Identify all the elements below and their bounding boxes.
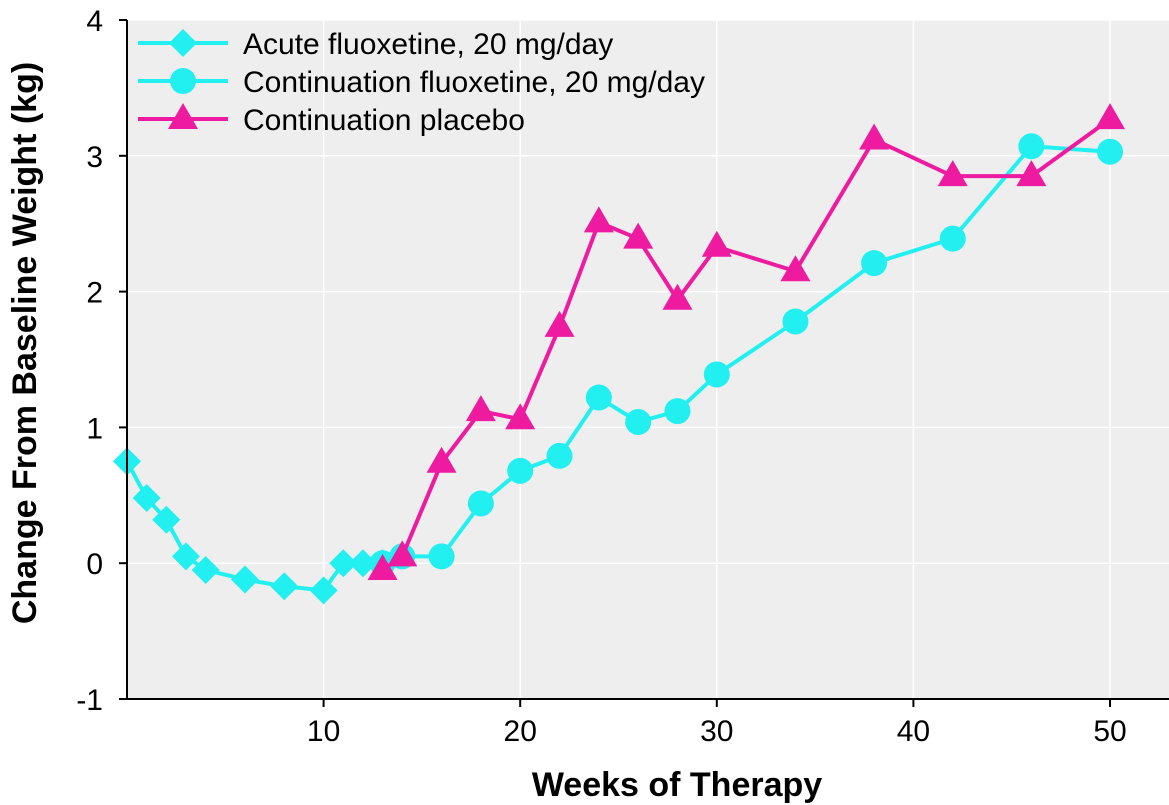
x-tick-label: 50 bbox=[1093, 715, 1126, 748]
data-point bbox=[859, 123, 890, 150]
data-point bbox=[625, 408, 652, 435]
data-point bbox=[780, 255, 811, 282]
data-point bbox=[132, 484, 161, 513]
data-point bbox=[230, 565, 259, 594]
y-tick-label: 4 bbox=[86, 5, 103, 38]
series-layer bbox=[113, 103, 1126, 605]
x-tick-label: 10 bbox=[307, 715, 340, 748]
data-point bbox=[171, 542, 200, 571]
x-axis-title: Weeks of Therapy bbox=[532, 766, 822, 804]
data-point bbox=[861, 250, 888, 277]
data-point bbox=[270, 572, 299, 601]
y-tick-label: 2 bbox=[86, 277, 103, 310]
tick-layer: 10 20 30 40 50 -1 0 1 2 3 4 bbox=[76, 5, 1126, 748]
data-point bbox=[505, 403, 536, 430]
data-point bbox=[348, 549, 377, 578]
data-point bbox=[1095, 103, 1126, 130]
data-point bbox=[387, 540, 418, 567]
data-point bbox=[664, 398, 691, 425]
data-point bbox=[937, 160, 968, 187]
data-point bbox=[1016, 160, 1047, 187]
legend-marker bbox=[170, 68, 196, 94]
legend-item: Acute fluoxetine, 20 mg/day bbox=[138, 28, 613, 61]
data-point bbox=[467, 490, 494, 517]
legend-label: Continuation fluoxetine, 20 mg/day bbox=[243, 66, 705, 99]
data-point bbox=[585, 384, 612, 411]
legend-label: Acute fluoxetine, 20 mg/day bbox=[243, 28, 613, 61]
data-point bbox=[544, 310, 575, 337]
plot-area bbox=[127, 20, 1169, 699]
data-point bbox=[583, 206, 614, 233]
y-tick-label: 3 bbox=[86, 141, 103, 174]
data-point bbox=[465, 395, 496, 422]
data-point bbox=[367, 553, 398, 580]
y-axis-title: Change From Baseline Weight (kg) bbox=[6, 62, 44, 624]
data-point bbox=[191, 555, 220, 584]
x-tick-label: 20 bbox=[504, 715, 537, 748]
data-point bbox=[329, 549, 358, 578]
series-circle bbox=[369, 133, 1124, 577]
data-point bbox=[152, 505, 181, 534]
data-point bbox=[939, 225, 966, 252]
legend-marker bbox=[169, 29, 197, 57]
legend-marker bbox=[168, 103, 198, 129]
x-tick-label: 30 bbox=[700, 715, 733, 748]
data-point bbox=[623, 222, 654, 249]
data-point bbox=[782, 308, 809, 335]
data-point bbox=[662, 283, 693, 310]
y-tick-label: 1 bbox=[86, 412, 103, 445]
data-point bbox=[701, 230, 732, 257]
data-point bbox=[1018, 133, 1045, 160]
series-diamond bbox=[113, 447, 397, 605]
data-point bbox=[428, 543, 455, 570]
x-tick-label: 40 bbox=[897, 715, 930, 748]
y-tick-label: 0 bbox=[86, 548, 103, 581]
legend-item: Continuation fluoxetine, 20 mg/day bbox=[138, 66, 705, 99]
data-point bbox=[546, 442, 573, 469]
legend-item: Continuation placebo bbox=[138, 103, 525, 137]
series-triangle bbox=[367, 103, 1126, 580]
data-point bbox=[1097, 138, 1124, 165]
grid-lines bbox=[127, 19, 1169, 700]
legend-label: Continuation placebo bbox=[243, 104, 525, 137]
data-point bbox=[703, 361, 730, 388]
data-point bbox=[426, 446, 457, 473]
y-tick-label: -1 bbox=[76, 684, 103, 717]
legend: Acute fluoxetine, 20 mg/day Continuation … bbox=[138, 28, 705, 137]
data-point bbox=[309, 576, 338, 605]
data-point bbox=[507, 457, 534, 484]
